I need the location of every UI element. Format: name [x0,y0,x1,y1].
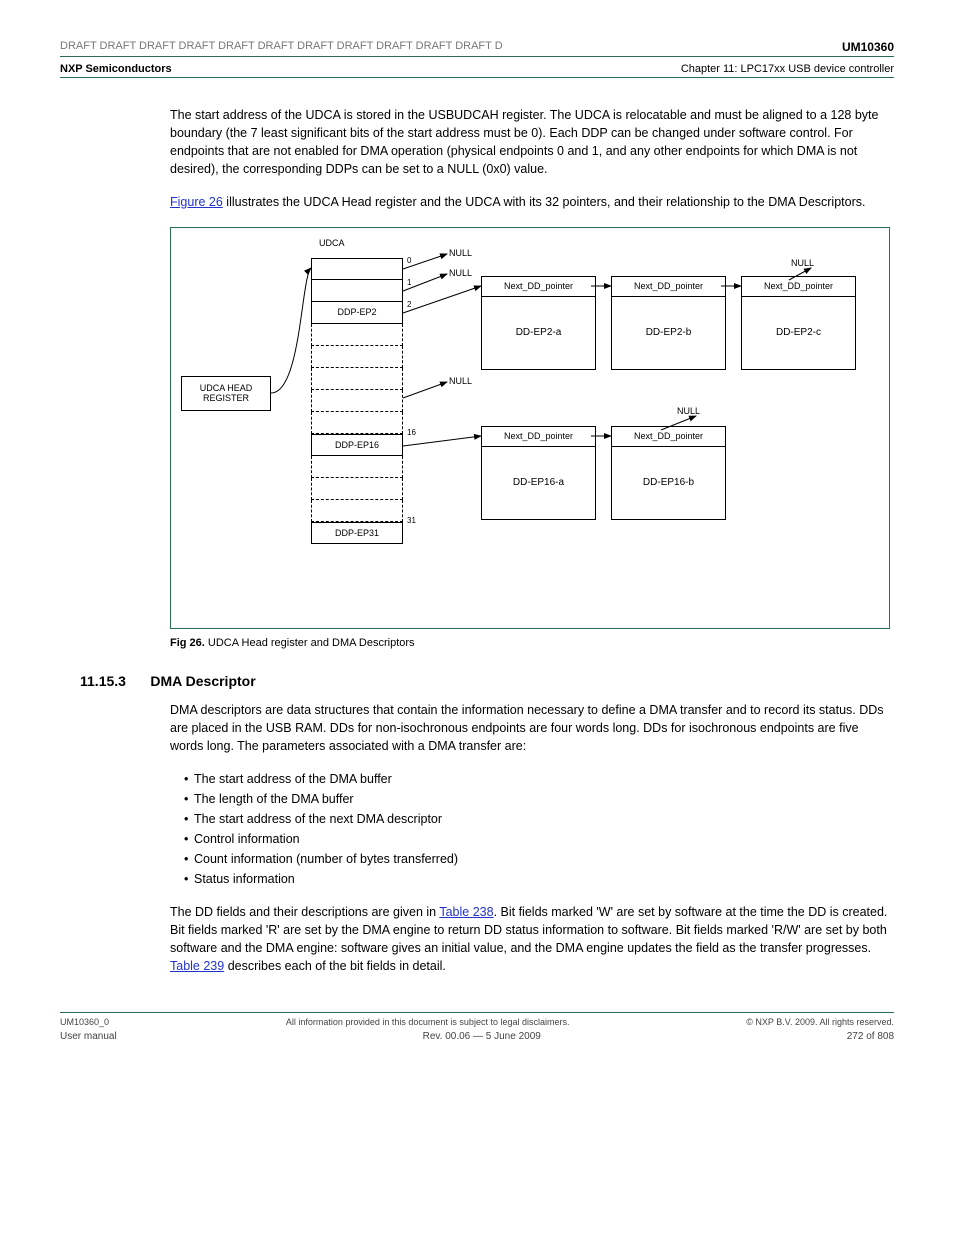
list-item: •The length of the DMA buffer [184,789,890,809]
cell-d6 [311,456,403,478]
cell-16-label: DDP-EP16 [335,440,379,450]
para4-a: The DD fields and their descriptions are… [170,905,439,919]
table-238-link[interactable]: Table 238 [439,905,493,919]
rule-top [60,56,894,57]
section-title: DMA Descriptor [150,673,255,689]
idx-2: 2 [407,300,411,309]
dd-ep16-a: Next_DD_pointer DD-EP16-a [481,426,596,520]
udca-head-register: UDCA HEAD REGISTER [181,376,271,412]
footer2-mid: Rev. 00.06 — 5 June 2009 [117,1031,847,1042]
udca-label: UDCA [319,238,345,248]
fig-caption-text: UDCA Head register and DMA Descriptors [208,637,415,649]
cell-d1 [311,324,403,346]
para-3: DMA descriptors are data structures that… [170,701,890,755]
cell-31-label: DDP-EP31 [335,528,379,538]
null-0: NULL [449,248,472,258]
bullet-3: Control information [194,832,300,846]
cell-d4 [311,390,403,412]
figure-caption: Fig 26. UDCA Head register and DMA Descr… [170,637,890,649]
udca-array: DDP-EP2 DDP-EP16 DDP-EP31 [311,258,403,544]
dd-ep2-a-body: DD-EP2-a [482,297,595,369]
list-item: •The start address of the next DMA descr… [184,809,890,829]
dd-ep2-c-body: DD-EP2-c [742,297,855,369]
dd-ep16-a-header: Next_DD_pointer [482,427,595,447]
null-ep16b: NULL [677,406,700,416]
list-item: •Status information [184,869,890,889]
bullet-4: Count information (number of bytes trans… [194,852,458,866]
idx-1: 1 [407,278,411,287]
cell-0 [311,258,403,280]
cell-d5 [311,412,403,434]
bullet-list: •The start address of the DMA buffer •Th… [184,769,890,889]
fig-ref-link[interactable]: Figure 26 [170,195,223,209]
idx-0: 0 [407,256,411,265]
footer-rule [60,1012,894,1013]
footer-right: © NXP B.V. 2009. All rights reserved. [746,1017,894,1027]
cell-d8 [311,500,403,522]
para-4: The DD fields and their descriptions are… [170,903,890,976]
null-ep2c: NULL [791,258,814,268]
list-item: •Control information [184,829,890,849]
para4-c: describes each of the bit fields in deta… [224,959,446,973]
idx-16: 16 [407,428,416,437]
fig-caption-prefix: Fig 26. [170,637,208,649]
bullet-1: The length of the DMA buffer [194,792,354,806]
header-right: UM10360 [842,40,894,54]
body-text-2: DMA descriptors are data structures that… [170,701,890,976]
section-num: 11.15.3 [80,673,126,689]
dd-ep16-b: Next_DD_pointer DD-EP16-b [611,426,726,520]
cell-2-label: DDP-EP2 [337,307,376,317]
rule-2 [60,77,894,78]
cell-2: DDP-EP2 [311,302,403,324]
table-239-link[interactable]: Table 239 [170,959,224,973]
null-mid: NULL [449,376,472,386]
body-text: The start address of the UDCA is stored … [170,106,890,211]
bullet-0: The start address of the DMA buffer [194,772,392,786]
null-1: NULL [449,268,472,278]
dd-ep2-c-header: Next_DD_pointer [742,277,855,297]
dd-ep2-b: Next_DD_pointer DD-EP2-b [611,276,726,370]
footer-row-2: User manual Rev. 00.06 — 5 June 2009 272… [60,1031,894,1042]
para-2-rest: illustrates the UDCA Head register and t… [223,195,866,209]
chapter-label: Chapter 11: LPC17xx USB device controlle… [681,63,894,75]
dd-ep2-b-body: DD-EP2-b [612,297,725,369]
para-1: The start address of the UDCA is stored … [170,106,890,179]
cell-31: DDP-EP31 [311,522,403,544]
dd-ep2-b-header: Next_DD_pointer [612,277,725,297]
footer-left: UM10360_0 [60,1017,109,1027]
cell-16: DDP-EP16 [311,434,403,456]
dd-ep16-a-body: DD-EP16-a [482,447,595,519]
cell-d2 [311,346,403,368]
para-2: Figure 26 illustrates the UDCA Head regi… [170,193,890,211]
page-root: DRAFT DRAFT DRAFT DRAFT DRAFT DRAFT DRAF… [0,0,954,1072]
cell-1 [311,280,403,302]
dd-ep2-a: Next_DD_pointer DD-EP2-a [481,276,596,370]
header-row: DRAFT DRAFT DRAFT DRAFT DRAFT DRAFT DRAF… [60,40,894,54]
footer2-left: User manual [60,1031,117,1042]
cell-d7 [311,478,403,500]
dd-ep16-b-body: DD-EP16-b [612,447,725,519]
cell-d3 [311,368,403,390]
draft-watermark: DRAFT DRAFT DRAFT DRAFT DRAFT DRAFT DRAF… [60,40,503,54]
figure-wrap: UDCA UDCA HEAD REGISTER DDP-EP2 DDP-EP16… [170,227,890,649]
doc-id: UM10360 [842,40,894,54]
figure-box: UDCA UDCA HEAD REGISTER DDP-EP2 DDP-EP16… [170,227,890,629]
list-item: •Count information (number of bytes tran… [184,849,890,869]
company: NXP Semiconductors [60,63,172,75]
list-item: •The start address of the DMA buffer [184,769,890,789]
header-row-2: NXP Semiconductors Chapter 11: LPC17xx U… [60,63,894,75]
dd-ep2-a-header: Next_DD_pointer [482,277,595,297]
bullet-5: Status information [194,872,295,886]
footer-mid: All information provided in this documen… [109,1017,746,1027]
dd-ep16-b-header: Next_DD_pointer [612,427,725,447]
section-heading: 11.15.3 DMA Descriptor [80,673,894,691]
footer2-right: 272 of 808 [847,1031,894,1042]
idx-31: 31 [407,516,416,525]
dd-ep2-c: Next_DD_pointer DD-EP2-c [741,276,856,370]
footer-row-1: UM10360_0 All information provided in th… [60,1017,894,1027]
bullet-2: The start address of the next DMA descri… [194,812,442,826]
